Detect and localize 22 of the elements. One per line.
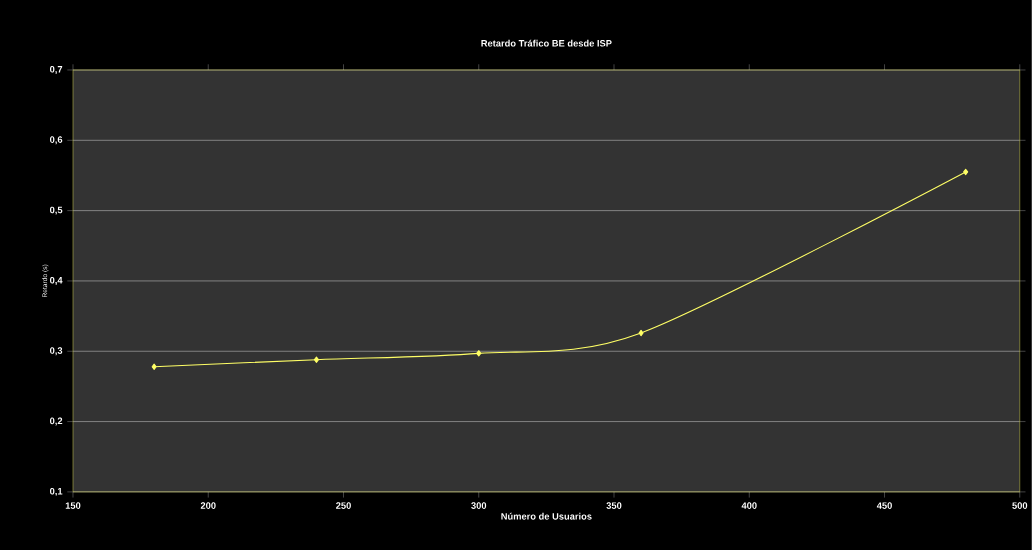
x-tick-label: 200 bbox=[200, 502, 216, 509]
y-tick-label: 0,7 bbox=[49, 66, 63, 75]
x-tick-label: 450 bbox=[876, 502, 892, 509]
y-tick-label: 0,2 bbox=[49, 417, 63, 426]
point bbox=[151, 363, 157, 370]
point bbox=[476, 350, 482, 357]
x-tick-label: 250 bbox=[336, 502, 351, 509]
y-tick-label: 0,3 bbox=[49, 347, 63, 356]
x-tick-label: 500 bbox=[1012, 502, 1028, 509]
x-tick-label: 350 bbox=[606, 502, 622, 509]
y-tick-label: 0,5 bbox=[49, 206, 63, 215]
x-tick-label: 400 bbox=[741, 502, 757, 509]
point bbox=[638, 329, 644, 337]
x-axis-title: Número de Usuarios bbox=[501, 512, 592, 520]
point bbox=[963, 168, 969, 176]
y-tick-label: 0,1 bbox=[49, 487, 63, 496]
x-tick-label: 300 bbox=[471, 502, 487, 509]
point bbox=[313, 356, 319, 363]
chart-title: Retardo Tráfico BE desde ISP bbox=[481, 39, 612, 47]
x-tick-label: 150 bbox=[65, 502, 81, 509]
y-tick-label: 0,4 bbox=[49, 277, 63, 285]
y-tick-label: 0,6 bbox=[49, 136, 63, 145]
